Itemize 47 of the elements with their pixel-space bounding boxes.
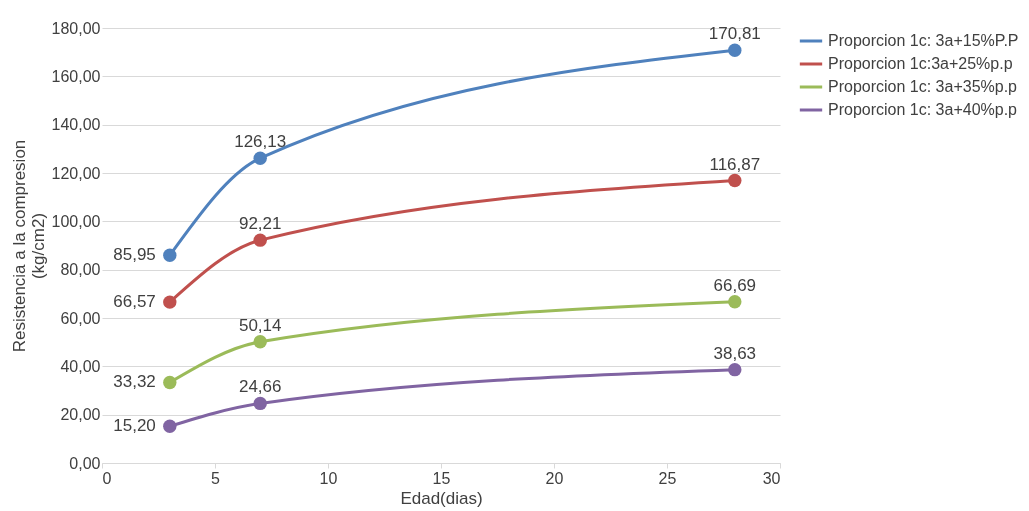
point	[163, 419, 177, 433]
y-tick-label: 180,00	[51, 19, 101, 37]
data-label: 15,20	[113, 416, 156, 436]
y-tick-label: 60,00	[60, 309, 101, 327]
point	[253, 151, 267, 165]
y-tick-label: 0,00	[69, 454, 101, 472]
legend-label: Proporcion 1c: 3a+35%p.p	[828, 78, 1018, 95]
point	[163, 248, 177, 262]
y-tick-label: 40,00	[60, 357, 101, 375]
x-tick-label: 5	[211, 469, 221, 487]
x-tick-label: 30	[762, 469, 781, 487]
y-tick-label: 140,00	[51, 116, 101, 134]
legend-label: Proporcion 1c:3a+25%p.p	[828, 55, 1013, 72]
data-label: 50,14	[238, 315, 282, 335]
data-label: 66,69	[713, 275, 757, 295]
data-label: 170,81	[708, 24, 761, 44]
legend-label: Proporcion 1c: 3a+40%p.p	[828, 101, 1018, 118]
data-label: 33,32	[113, 372, 156, 392]
point	[253, 233, 267, 247]
point	[728, 362, 742, 377]
data-label: 116,87	[709, 154, 761, 174]
point	[728, 295, 742, 309]
x-tick-label: 10	[319, 469, 338, 487]
x-tick-label: 0	[102, 469, 112, 487]
data-label: 126,13	[234, 132, 287, 152]
point	[163, 375, 177, 390]
x-axis-title: Edad(dias)	[400, 488, 483, 508]
y-axis-title: Resistencia a la compresion (kg/cm2)	[9, 139, 48, 353]
data-label: 38,63	[713, 343, 757, 363]
data-label: 92,21	[238, 214, 282, 234]
y-tick-label: 160,00	[51, 67, 101, 85]
point	[728, 173, 742, 188]
point	[728, 43, 742, 57]
point	[253, 335, 267, 349]
x-tick-label: 15	[432, 469, 451, 487]
y-tick-label: 100,00	[51, 212, 101, 230]
data-label: 24,66	[238, 377, 282, 397]
point	[163, 295, 177, 309]
x-tick-label: 25	[658, 469, 677, 487]
data-label: 66,57	[113, 292, 156, 312]
y-tick-label: 80,00	[60, 261, 101, 279]
legend-label: Proporcion 1c: 3a+15%P.P	[828, 32, 1019, 49]
y-tick-label: 120,00	[51, 164, 101, 182]
x-tick-label: 20	[545, 469, 564, 487]
y-tick-label: 20,00	[60, 406, 101, 424]
data-label: 85,95	[113, 245, 156, 265]
point	[253, 396, 267, 411]
